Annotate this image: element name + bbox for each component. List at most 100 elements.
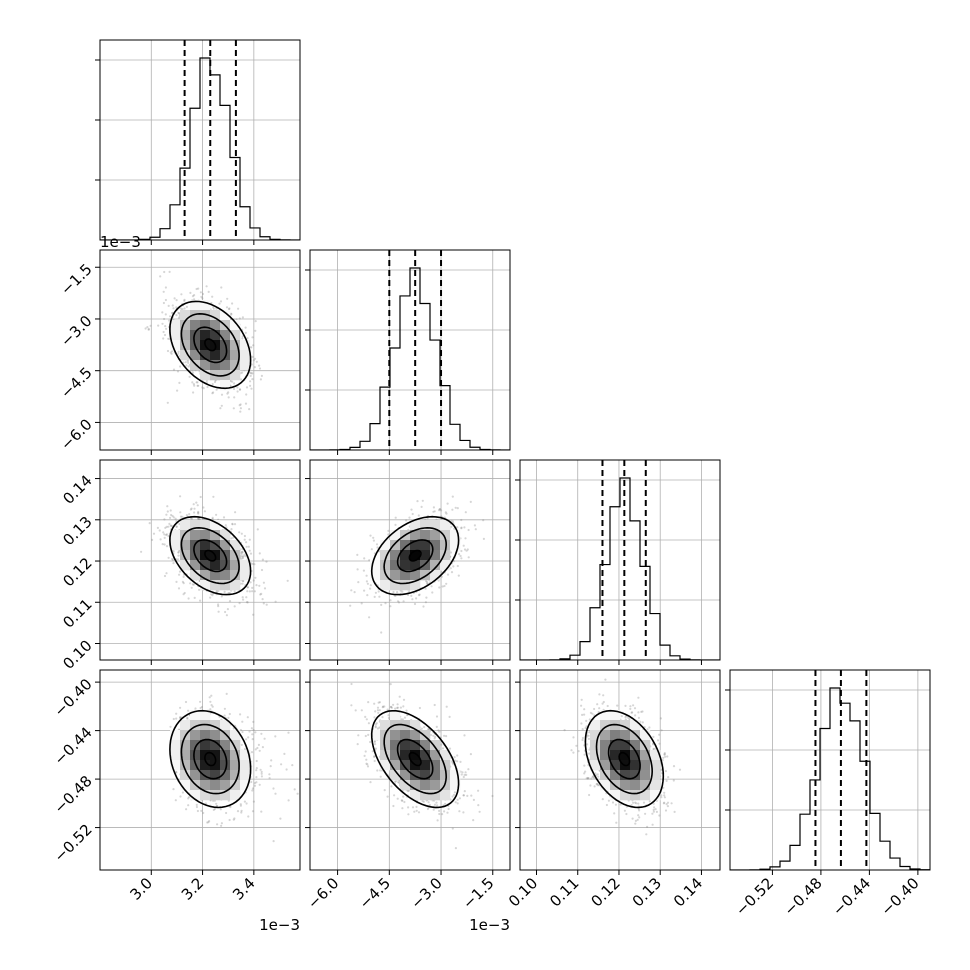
scatter-point: [233, 590, 236, 593]
scatter-point: [230, 528, 233, 531]
scatter-point: [440, 571, 443, 574]
scatter-point: [177, 554, 180, 557]
scatter-point: [357, 581, 360, 584]
scatter-point: [234, 511, 237, 514]
scatter-point: [241, 371, 244, 374]
scatter-point: [230, 313, 233, 316]
scatter-point: [458, 553, 461, 556]
scatter-point: [245, 545, 248, 548]
scatter-point: [169, 315, 172, 318]
scatter-point: [181, 308, 184, 311]
scatter-point: [174, 799, 177, 802]
scatter-point: [380, 603, 383, 607]
density-cell: [430, 550, 441, 561]
scatter-point: [425, 596, 428, 599]
density-cell: [220, 530, 231, 541]
histogram-panel: [305, 249, 511, 455]
scatter-point: [245, 393, 248, 396]
density-cell: [200, 310, 211, 321]
scatter-point: [402, 600, 405, 603]
scatter-point: [162, 531, 165, 534]
scatter-point: [238, 317, 241, 320]
scatter-point: [242, 580, 245, 583]
density-cell: [240, 570, 251, 581]
scatter-point: [363, 557, 366, 560]
scatter-point: [384, 602, 387, 605]
scatter-point: [241, 551, 244, 554]
density-cell: [190, 350, 201, 361]
scatter-point: [215, 802, 218, 805]
density-cell: [370, 560, 381, 571]
scatter-point: [450, 571, 454, 574]
scatter-point: [243, 553, 246, 556]
scatter-point: [389, 605, 392, 608]
density-cell: [390, 580, 401, 591]
scatter-point: [269, 765, 272, 768]
scatter-point: [225, 614, 228, 617]
density-cell: [210, 310, 221, 321]
scatter-point: [251, 590, 254, 593]
scatter-point: [236, 390, 239, 393]
density-cell: [220, 330, 231, 341]
scatter-point: [225, 692, 228, 696]
density-cell: [190, 300, 201, 311]
scatter-point: [240, 743, 243, 747]
scatter-point: [265, 603, 268, 606]
density-cell: [410, 580, 421, 591]
scatter-point: [465, 549, 468, 552]
density-cell: [180, 330, 191, 341]
density-cell: [400, 570, 411, 581]
scatter-point: [232, 818, 235, 821]
scatter-point: [444, 511, 447, 514]
scatter-point: [258, 367, 262, 370]
scatter-point: [258, 584, 261, 587]
scatter-point: [415, 597, 418, 600]
scatter-point: [231, 380, 234, 383]
scatter-point: [163, 333, 167, 337]
scatter-point: [188, 796, 191, 799]
scatter-point: [195, 287, 198, 291]
scatter-point: [232, 407, 235, 410]
scatter-point: [201, 386, 204, 389]
density-cell: [370, 570, 381, 581]
density-cell: [240, 360, 251, 371]
density-cell: [410, 540, 421, 551]
scatter-point: [242, 598, 245, 601]
scatter-point: [223, 590, 226, 594]
density-cell: [220, 380, 231, 391]
scatter-point: [193, 294, 196, 297]
scatter-point: [227, 308, 231, 311]
scatter-point: [241, 582, 244, 585]
histogram-steps: [520, 477, 720, 660]
axes-frame: [309, 249, 511, 451]
scatter-point: [431, 591, 434, 594]
contour-line: [396, 539, 434, 573]
scatter-point: [210, 593, 213, 596]
scatter-point: [166, 505, 169, 508]
scatter-point: [225, 306, 229, 309]
scatter-point: [255, 759, 258, 763]
scatter-point: [183, 307, 186, 310]
density-cell: [230, 330, 241, 341]
density-cell: [170, 320, 181, 331]
scatter-point: [363, 589, 366, 592]
scatter-point: [259, 593, 262, 596]
histogram-steps: [100, 57, 300, 240]
scatter-point: [231, 522, 234, 526]
scatter-point: [411, 512, 414, 516]
scatter-point: [451, 495, 454, 498]
scatter-point: [456, 564, 459, 568]
scatter-point: [193, 507, 196, 510]
scatter-point: [249, 384, 252, 387]
scatter-point: [180, 293, 183, 296]
density-cell: [440, 530, 451, 541]
scatter-point: [482, 537, 485, 541]
scatter-point: [248, 538, 251, 541]
scatter-point: [293, 788, 296, 791]
scatter-point: [245, 386, 249, 389]
density-cell: [380, 580, 391, 591]
density-cell: [230, 580, 241, 591]
density-cell: [450, 530, 461, 541]
scatter-point: [197, 517, 200, 520]
scatter-point: [443, 584, 446, 588]
